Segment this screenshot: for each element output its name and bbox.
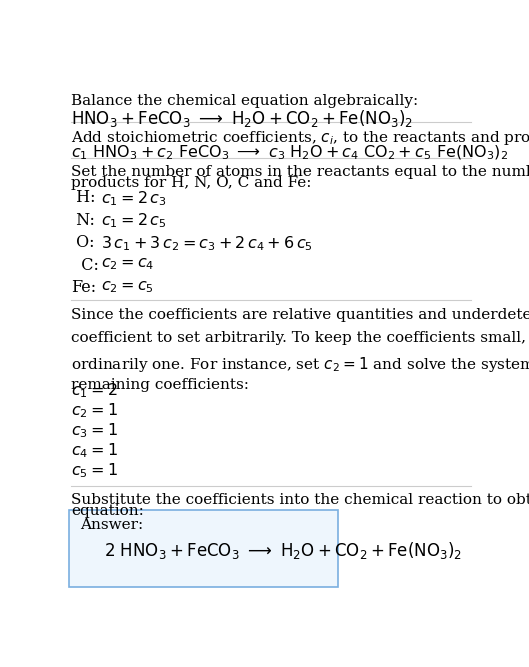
- Text: $c_1 = 2\,c_5$: $c_1 = 2\,c_5$: [101, 211, 167, 230]
- Text: coefficient to set arbitrarily. To keep the coefficients small, the arbitrary va: coefficient to set arbitrarily. To keep …: [71, 331, 529, 346]
- Text: Add stoichiometric coefficients, $c_i$, to the reactants and products:: Add stoichiometric coefficients, $c_i$, …: [71, 129, 529, 147]
- Text: Set the number of atoms in the reactants equal to the number of atoms in the: Set the number of atoms in the reactants…: [71, 165, 529, 179]
- Text: $c_1\ \mathrm{HNO_3} + c_2\ \mathrm{FeCO_3} \ \longrightarrow \ c_3\ \mathrm{H_2: $c_1\ \mathrm{HNO_3} + c_2\ \mathrm{FeCO…: [71, 143, 508, 162]
- Text: C:: C:: [71, 257, 99, 273]
- Text: equation:: equation:: [71, 504, 144, 518]
- Text: H:: H:: [71, 189, 96, 206]
- Text: $c_2 = c_4$: $c_2 = c_4$: [101, 257, 154, 272]
- Text: remaining coefficients:: remaining coefficients:: [71, 378, 250, 392]
- Text: $c_2 = 1$: $c_2 = 1$: [71, 402, 118, 420]
- Text: O:: O:: [71, 234, 95, 251]
- Text: $c_3 = 1$: $c_3 = 1$: [71, 422, 118, 440]
- Text: Substitute the coefficients into the chemical reaction to obtain the balanced: Substitute the coefficients into the che…: [71, 494, 529, 508]
- Text: Balance the chemical equation algebraically:: Balance the chemical equation algebraica…: [71, 95, 419, 109]
- Text: Answer:: Answer:: [80, 518, 144, 532]
- Text: $\mathrm{2\ HNO_3 + FeCO_3 \ \longrightarrow \ H_2O + CO_2 + Fe(NO_3)_2}$: $\mathrm{2\ HNO_3 + FeCO_3 \ \longrighta…: [104, 540, 462, 561]
- Text: $c_2 = c_5$: $c_2 = c_5$: [101, 279, 154, 295]
- Text: $c_1 = 2\,c_3$: $c_1 = 2\,c_3$: [101, 189, 167, 207]
- Text: $3\,c_1 + 3\,c_2 = c_3 + 2\,c_4 + 6\,c_5$: $3\,c_1 + 3\,c_2 = c_3 + 2\,c_4 + 6\,c_5…: [101, 234, 313, 253]
- Text: $\mathrm{HNO_3 + FeCO_3 \ \longrightarrow \ H_2O + CO_2 + Fe(NO_3)_2}$: $\mathrm{HNO_3 + FeCO_3 \ \longrightarro…: [71, 108, 414, 129]
- Text: Fe:: Fe:: [71, 279, 97, 296]
- Text: Since the coefficients are relative quantities and underdetermined, choose a: Since the coefficients are relative quan…: [71, 307, 529, 321]
- Text: products for H, N, O, C and Fe:: products for H, N, O, C and Fe:: [71, 176, 312, 190]
- Text: $c_5 = 1$: $c_5 = 1$: [71, 462, 118, 480]
- Text: $c_1 = 2$: $c_1 = 2$: [71, 382, 118, 400]
- FancyBboxPatch shape: [69, 510, 338, 587]
- Text: N:: N:: [71, 211, 95, 229]
- Text: $c_4 = 1$: $c_4 = 1$: [71, 442, 118, 460]
- Text: ordinarily one. For instance, set $c_2 = 1$ and solve the system of equations fo: ordinarily one. For instance, set $c_2 =…: [71, 355, 529, 374]
